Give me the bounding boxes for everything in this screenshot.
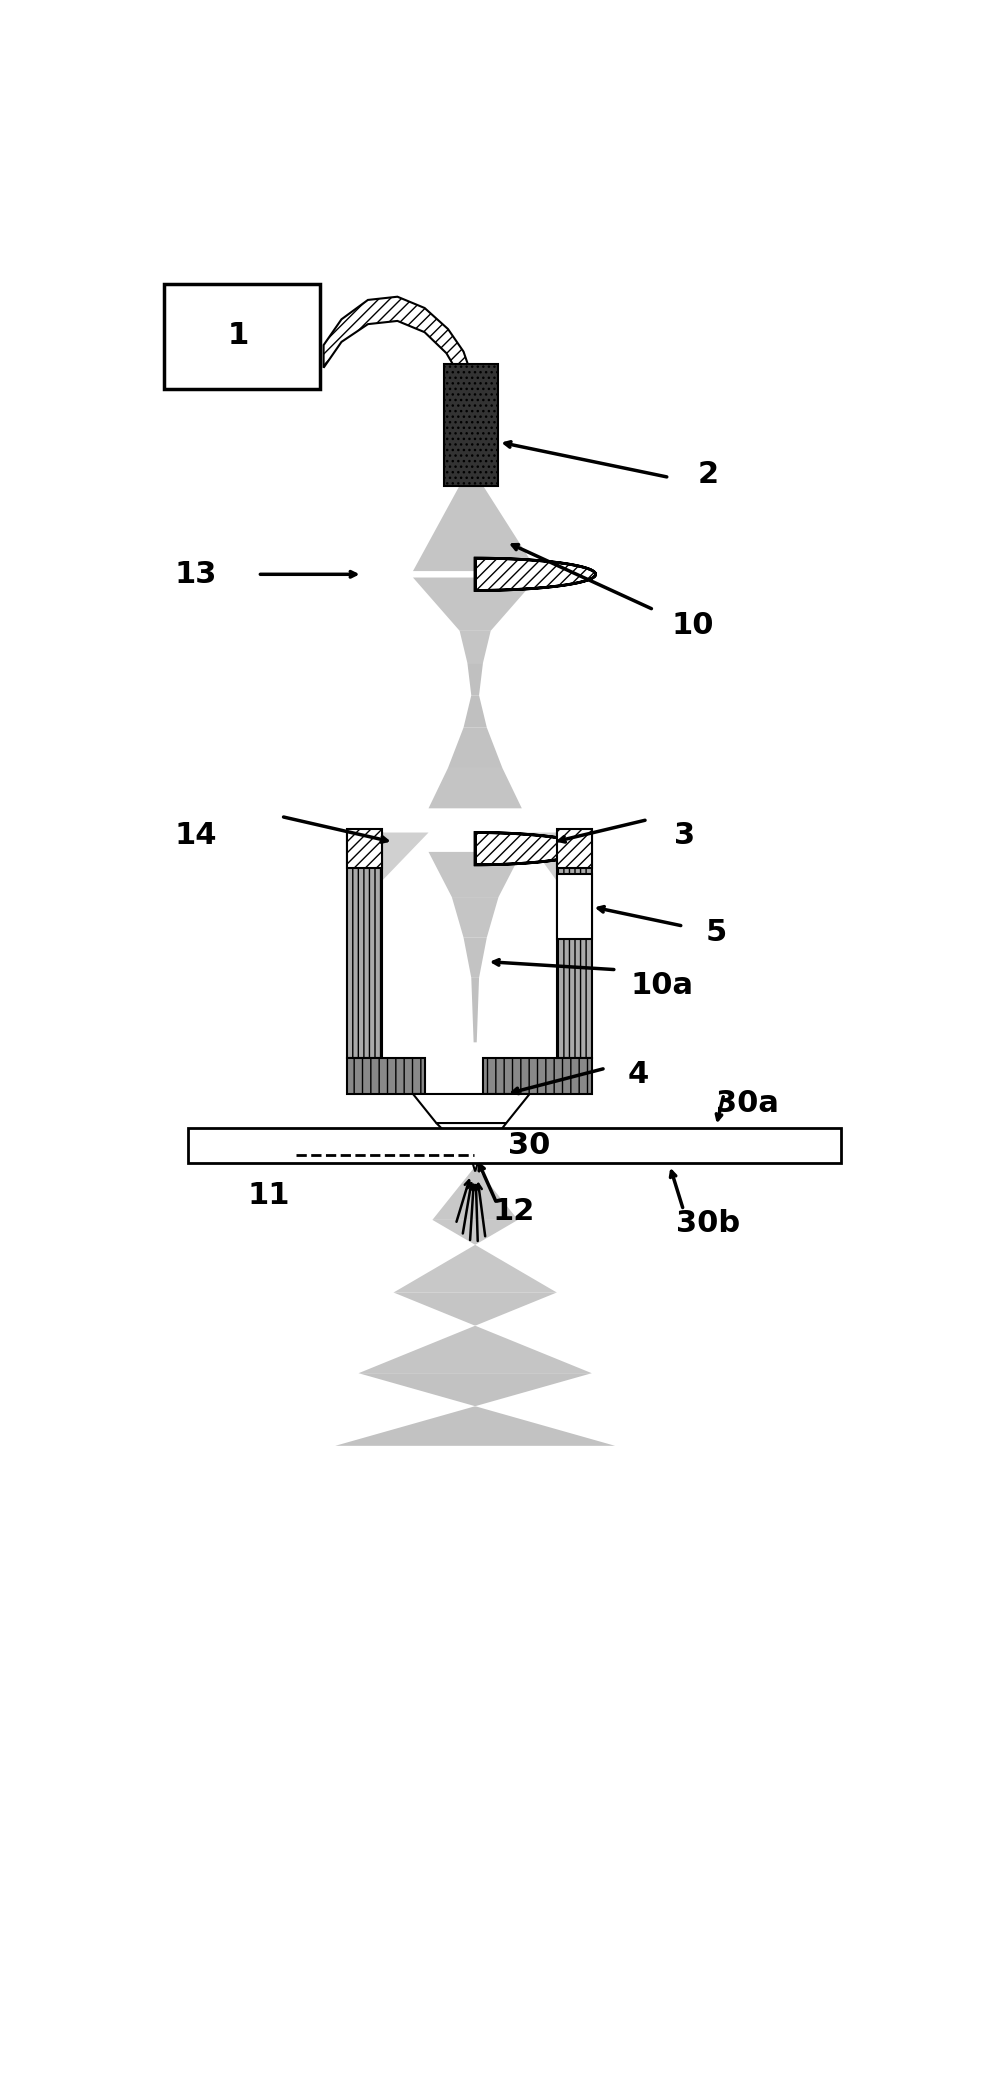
Polygon shape bbox=[335, 1373, 614, 1446]
Polygon shape bbox=[448, 727, 502, 767]
Polygon shape bbox=[463, 696, 486, 727]
Text: 12: 12 bbox=[492, 1197, 535, 1226]
Polygon shape bbox=[324, 298, 473, 421]
Polygon shape bbox=[413, 578, 537, 631]
Polygon shape bbox=[359, 1293, 591, 1373]
Text: 30: 30 bbox=[508, 1132, 550, 1159]
Text: 4: 4 bbox=[627, 1061, 648, 1090]
Polygon shape bbox=[521, 832, 556, 880]
Polygon shape bbox=[452, 897, 498, 937]
Text: 13: 13 bbox=[174, 560, 216, 589]
Text: 3: 3 bbox=[673, 822, 695, 851]
Polygon shape bbox=[428, 851, 521, 897]
Text: 10a: 10a bbox=[629, 970, 692, 1000]
Polygon shape bbox=[393, 1220, 556, 1293]
Text: 2: 2 bbox=[697, 459, 718, 488]
Text: 30b: 30b bbox=[675, 1209, 739, 1237]
Polygon shape bbox=[436, 1123, 506, 1159]
Polygon shape bbox=[347, 830, 382, 868]
Bar bbox=[187, 1128, 840, 1163]
Bar bbox=[556, 832, 591, 1058]
Polygon shape bbox=[432, 1163, 517, 1220]
Polygon shape bbox=[475, 558, 595, 591]
Text: 1: 1 bbox=[227, 321, 248, 350]
Text: 14: 14 bbox=[174, 822, 216, 851]
Text: 1: 1 bbox=[227, 321, 248, 350]
Polygon shape bbox=[471, 977, 479, 1042]
Polygon shape bbox=[463, 937, 486, 977]
Polygon shape bbox=[413, 1094, 529, 1123]
Polygon shape bbox=[459, 631, 490, 662]
Text: 30a: 30a bbox=[715, 1090, 778, 1117]
Polygon shape bbox=[413, 486, 537, 570]
Bar bbox=[444, 365, 498, 486]
Bar bbox=[556, 874, 591, 939]
Bar bbox=[347, 1058, 424, 1094]
Text: 11: 11 bbox=[247, 1182, 291, 1209]
Polygon shape bbox=[467, 662, 483, 696]
Polygon shape bbox=[475, 832, 587, 866]
Polygon shape bbox=[556, 830, 591, 868]
Bar bbox=[347, 832, 382, 1058]
Polygon shape bbox=[382, 832, 428, 880]
Bar bbox=[483, 1058, 591, 1094]
Text: 10: 10 bbox=[671, 612, 713, 641]
Bar bbox=[164, 283, 320, 388]
Text: 5: 5 bbox=[704, 918, 726, 947]
Polygon shape bbox=[428, 767, 521, 809]
Polygon shape bbox=[471, 1159, 479, 1172]
